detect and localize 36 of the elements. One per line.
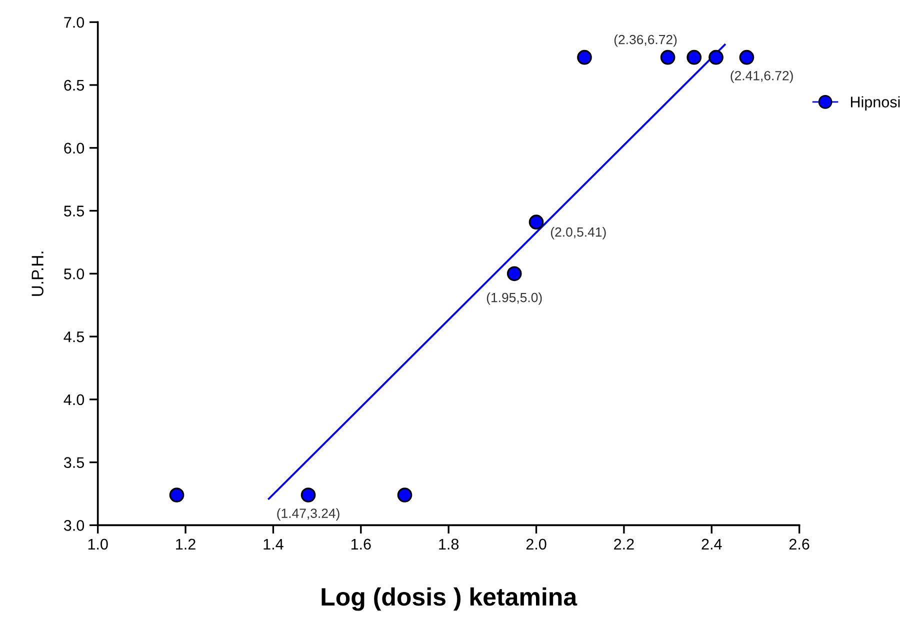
x-tick-label: 1.8 xyxy=(439,538,459,550)
y-tick-label: 4.0 xyxy=(64,394,84,406)
y-tick-label: 7.0 xyxy=(64,16,84,28)
point xyxy=(397,488,412,502)
y-tick-label: 4.5 xyxy=(64,332,84,342)
point xyxy=(506,266,522,282)
point xyxy=(739,50,754,65)
point xyxy=(660,50,676,65)
x-tick-label: 1.4 xyxy=(264,538,284,550)
x-tick-label: 2.0 xyxy=(526,538,546,550)
annotation: (1.95,5.0) xyxy=(486,292,542,305)
x-axis-title: Log (dosis ) ketamina xyxy=(322,587,578,611)
point xyxy=(528,214,544,230)
y-tick-label: 6.5 xyxy=(64,80,84,91)
legend-label: Hipnosi xyxy=(850,96,900,110)
annotation: (2.36,6.72) xyxy=(614,34,677,47)
y-tick-label: 3.0 xyxy=(64,520,84,531)
x-tick-label: 1.2 xyxy=(176,538,196,550)
annotation: (1.47,3.24) xyxy=(277,508,340,521)
annotation: (2.0,5.41) xyxy=(550,227,606,240)
y-tick-label: 5.5 xyxy=(64,206,84,216)
x-tick-label: 2.6 xyxy=(789,538,810,550)
point xyxy=(169,488,184,502)
point xyxy=(686,50,702,65)
point xyxy=(577,50,592,65)
point xyxy=(708,50,724,65)
x-tick-label: 1.6 xyxy=(351,538,371,550)
y-tick-label: 6.0 xyxy=(64,142,84,154)
x-tick-label: 2.2 xyxy=(614,538,634,550)
y-axis-title: U.P.H. xyxy=(32,252,44,296)
x-tick-label: 1.0 xyxy=(88,538,108,550)
annotation: (2.41,6.72) xyxy=(730,70,793,83)
point xyxy=(300,488,316,502)
y-tick-label: 3.5 xyxy=(64,457,84,468)
y-tick-label: 5.0 xyxy=(64,268,84,280)
x-tick-label: 2.4 xyxy=(702,538,722,550)
